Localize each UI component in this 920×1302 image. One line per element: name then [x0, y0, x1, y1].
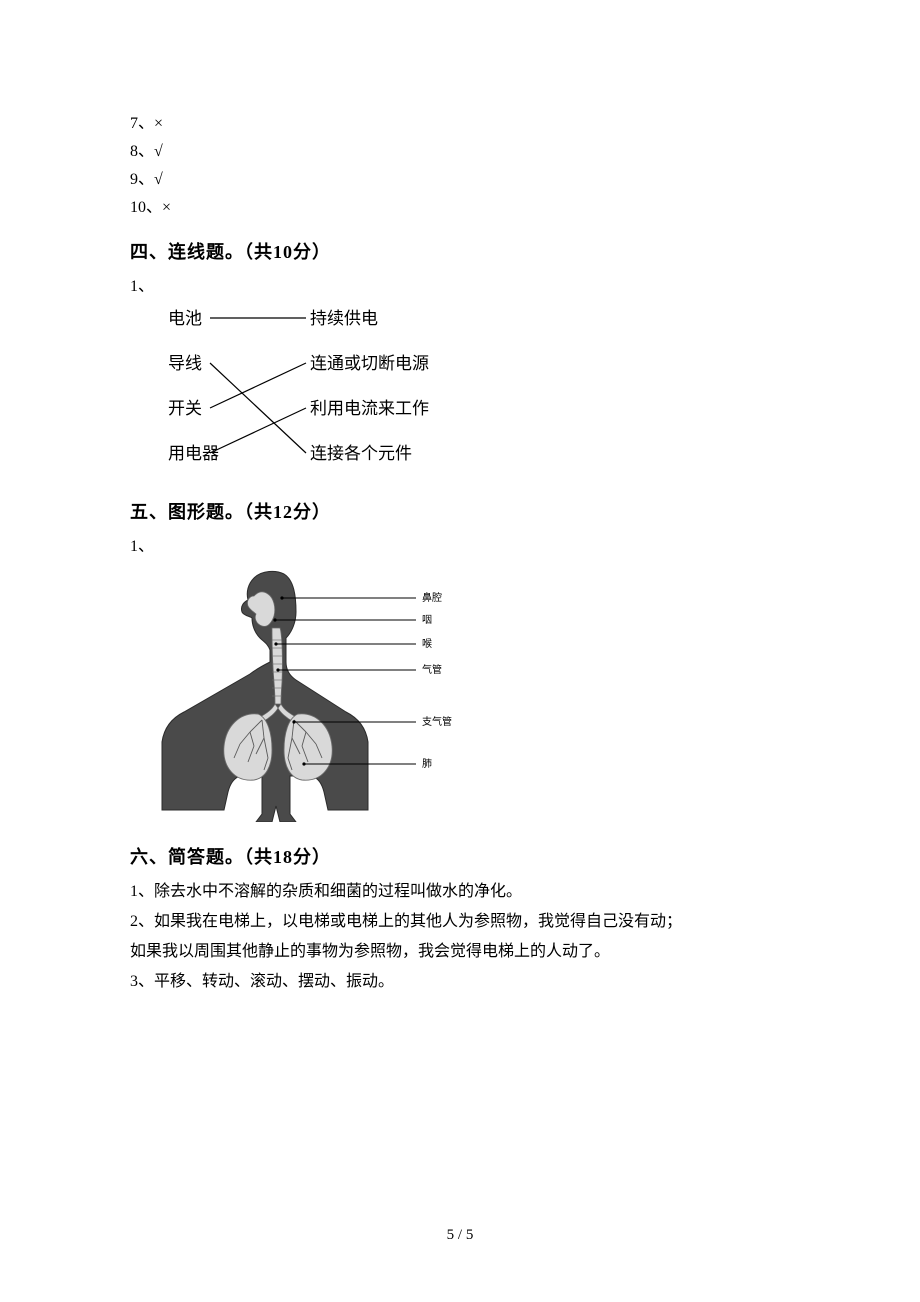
- matching-diagram: 电池导线开关用电器 持续供电连通或切断电源利用电流来工作连接各个元件: [150, 302, 790, 482]
- tf-answer: 8、√: [130, 138, 790, 166]
- page-footer: 5 / 5: [0, 1227, 920, 1244]
- short-answer-line: 3、平移、转动、滚动、摆动、振动。: [130, 967, 790, 997]
- short-answers: 1、除去水中不溶解的杂质和细菌的过程叫做水的净化。2、如果我在电梯上，以电梯或电…: [130, 877, 790, 997]
- tf-answer: 9、√: [130, 166, 790, 194]
- section-4-heading: 四、连线题。（共10分）: [130, 238, 790, 264]
- svg-text:连通或切断电源: 连通或切断电源: [310, 354, 429, 373]
- svg-text:导线: 导线: [168, 354, 202, 373]
- page: 7、×8、√9、√10、× 四、连线题。（共10分） 1、 电池导线开关用电器 持…: [0, 0, 920, 1302]
- svg-text:喉: 喉: [422, 638, 432, 650]
- section-5-heading: 五、图形题。（共12分）: [130, 498, 790, 524]
- svg-text:咽: 咽: [422, 614, 432, 626]
- svg-text:利用电流来工作: 利用电流来工作: [310, 399, 429, 418]
- svg-text:气管: 气管: [422, 663, 442, 676]
- tf-answer: 10、×: [130, 194, 790, 222]
- svg-text:肺: 肺: [422, 758, 432, 770]
- short-answer-line: 如果我以周围其他静止的事物为参照物，我会觉得电梯上的人动了。: [130, 937, 790, 967]
- svg-text:电池: 电池: [168, 309, 202, 328]
- svg-text:开关: 开关: [168, 399, 202, 418]
- svg-text:鼻腔: 鼻腔: [422, 591, 442, 604]
- section-6-heading: 六、简答题。（共18分）: [130, 843, 790, 869]
- section-4-q1: 1、: [130, 272, 790, 296]
- tf-answers: 7、×8、√9、√10、×: [130, 110, 790, 222]
- svg-text:用电器: 用电器: [168, 444, 219, 463]
- svg-text:支气管: 支气管: [422, 715, 452, 728]
- section-5-q1: 1、: [130, 532, 790, 556]
- short-answer-line: 2、如果我在电梯上，以电梯或电梯上的其他人为参照物，我觉得自己没有动；: [130, 907, 790, 937]
- respiratory-diagram: 鼻腔咽喉气管支气管肺: [154, 562, 790, 827]
- svg-text:连接各个元件: 连接各个元件: [310, 444, 412, 463]
- tf-answer: 7、×: [130, 110, 790, 138]
- svg-text:持续供电: 持续供电: [310, 309, 378, 328]
- short-answer-line: 1、除去水中不溶解的杂质和细菌的过程叫做水的净化。: [130, 877, 790, 907]
